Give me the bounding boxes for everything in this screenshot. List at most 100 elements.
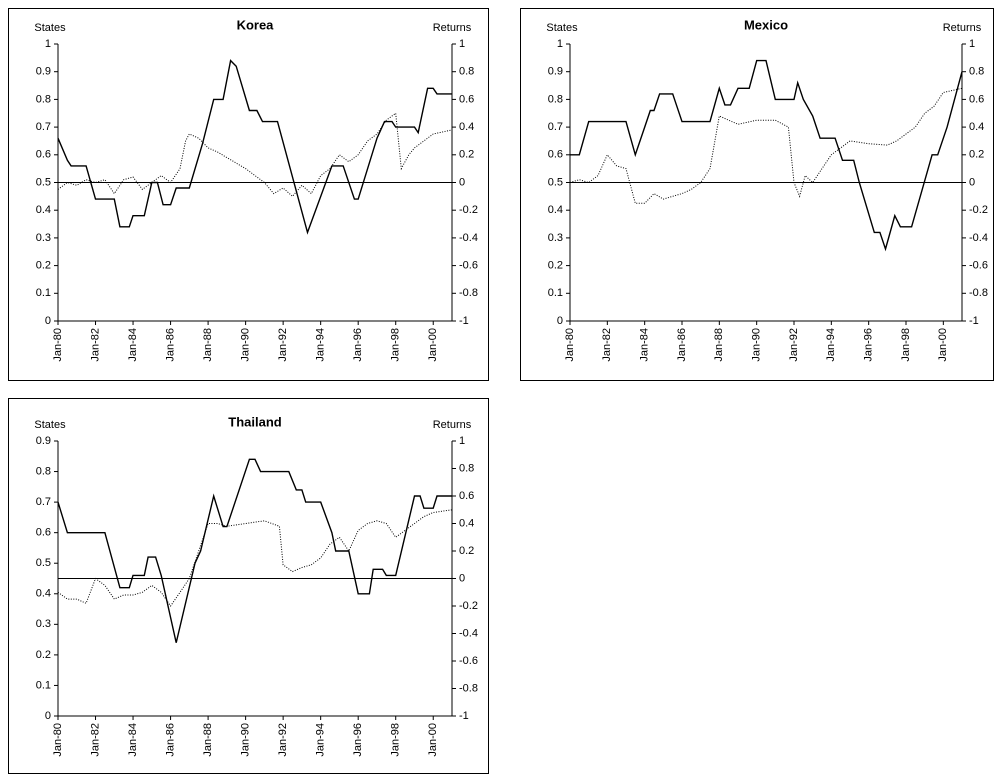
y-tick-label: 0.2 (36, 649, 51, 661)
x-tick-label: Jan-90 (240, 328, 252, 362)
y2-tick-label: 0.4 (969, 121, 984, 133)
y-tick-label: 0.4 (548, 204, 563, 216)
x-tick-label: Jan-86 (164, 723, 176, 757)
y-tick-label: 0.3 (548, 232, 563, 244)
y2-tick-label: -1 (969, 315, 979, 327)
x-tick-label: Jan-82 (89, 328, 101, 362)
x-tick-label: Jan-84 (127, 723, 139, 757)
x-tick-label: Jan-98 (390, 723, 402, 757)
panel-frame (8, 398, 489, 774)
y-tick-label: 0.6 (36, 149, 51, 161)
y2-tick-label: -0.2 (459, 204, 478, 216)
y-tick-label: 0 (557, 315, 563, 327)
y2-tick-label: 0.2 (459, 149, 474, 161)
y-tick-label: 0.3 (36, 618, 51, 630)
y2-tick-label: 1 (969, 38, 975, 50)
x-tick-label: Jan-96 (352, 328, 364, 362)
returns-line (57, 509, 453, 607)
y2-tick-label: 0.8 (459, 66, 474, 78)
x-tick-label: Jan-80 (52, 328, 64, 362)
x-tick-label: Jan-86 (164, 328, 176, 362)
x-tick-label: Jan-92 (277, 328, 289, 362)
y-tick-label: 0.2 (548, 260, 563, 272)
x-tick-label: Jan-90 (240, 723, 252, 757)
y-tick-label: 0 (45, 315, 51, 327)
y2-tick-label: 0.8 (969, 66, 984, 78)
y2-tick-label: 0.6 (969, 93, 984, 105)
x-tick-label: Jan-92 (277, 723, 289, 757)
y-tick-label: 0.8 (548, 93, 563, 105)
x-tick-label: Jan-00 (427, 723, 439, 757)
y-tick-label: 1 (557, 38, 563, 50)
y-tick-label: 0.7 (36, 496, 51, 508)
x-tick-label: Jan-94 (315, 328, 327, 362)
y2-tick-label: 0.4 (459, 121, 474, 133)
y2-tick-label: -0.8 (459, 287, 478, 299)
x-tick-label: Jan-98 (900, 328, 912, 362)
y2-tick-label: 0 (969, 176, 975, 188)
y2-tick-label: 0.2 (459, 545, 474, 557)
x-tick-label: Jan-88 (202, 328, 214, 362)
y-tick-label: 0 (45, 710, 51, 722)
y-tick-label: 0.1 (548, 287, 563, 299)
y-tick-label: 0.8 (36, 93, 51, 105)
chart-title: Korea (237, 17, 275, 32)
y-tick-label: 0.1 (36, 679, 51, 691)
y-tick-label: 0.9 (548, 66, 563, 78)
y-tick-label: 0.5 (36, 176, 51, 188)
y2-tick-label: 0.8 (459, 462, 474, 474)
y2-tick-label: -0.4 (459, 627, 478, 639)
chart-title: Thailand (228, 414, 282, 429)
y-axis-title: States (34, 22, 66, 34)
y2-tick-label: -0.6 (969, 260, 988, 272)
x-tick-label: Jan-84 (127, 328, 139, 362)
panel-frame (8, 8, 489, 381)
x-tick-label: Jan-80 (564, 328, 576, 362)
y2-tick-label: 1 (459, 38, 465, 50)
y-tick-label: 1 (45, 38, 51, 50)
y2-tick-label: -0.6 (459, 655, 478, 667)
y-axis-title: States (34, 419, 66, 431)
y-tick-label: 0.4 (36, 588, 51, 600)
y2-tick-label: -0.2 (969, 204, 988, 216)
y2-tick-label: 0.6 (459, 93, 474, 105)
y2-tick-label: -0.4 (969, 232, 988, 244)
y2-tick-label: 1 (459, 435, 465, 447)
returns-line (57, 112, 453, 198)
chart-title: Mexico (744, 17, 788, 32)
x-tick-label: Jan-98 (390, 328, 402, 362)
x-tick-label: Jan-86 (676, 328, 688, 362)
y2-tick-label: -0.6 (459, 260, 478, 272)
y2-tick-label: -0.2 (459, 600, 478, 612)
x-tick-label: Jan-88 (713, 328, 725, 362)
y-tick-label: 0.7 (548, 121, 563, 133)
y2-tick-label: 0.4 (459, 517, 474, 529)
y2-axis-title: Returns (943, 22, 982, 34)
y-tick-label: 0.8 (36, 465, 51, 477)
y-tick-label: 0.4 (36, 204, 51, 216)
x-tick-label: Jan-82 (601, 328, 613, 362)
y2-tick-label: 0.2 (969, 149, 984, 161)
x-tick-label: Jan-00 (427, 328, 439, 362)
y-tick-label: 0.1 (36, 287, 51, 299)
x-tick-label: Jan-80 (52, 723, 64, 757)
x-tick-label: Jan-84 (639, 328, 651, 362)
states-line (57, 59, 452, 235)
y2-axis-title: Returns (433, 22, 472, 34)
x-tick-label: Jan-94 (825, 328, 837, 362)
y2-tick-label: -0.4 (459, 232, 478, 244)
y2-tick-label: 0.6 (459, 490, 474, 502)
x-tick-label: Jan-94 (315, 723, 327, 757)
panel-frame (520, 8, 994, 381)
y-tick-label: 0.6 (36, 527, 51, 539)
y2-tick-label: -0.8 (459, 682, 478, 694)
x-tick-label: Jan-82 (89, 723, 101, 757)
x-tick-label: Jan-92 (788, 328, 800, 362)
x-tick-label: Jan-90 (751, 328, 763, 362)
returns-line (569, 87, 963, 204)
y-axis-title: States (546, 22, 578, 34)
y-tick-label: 0.9 (36, 66, 51, 78)
states-line (570, 59, 963, 252)
states-line (57, 458, 452, 643)
y-tick-label: 0.7 (36, 121, 51, 133)
